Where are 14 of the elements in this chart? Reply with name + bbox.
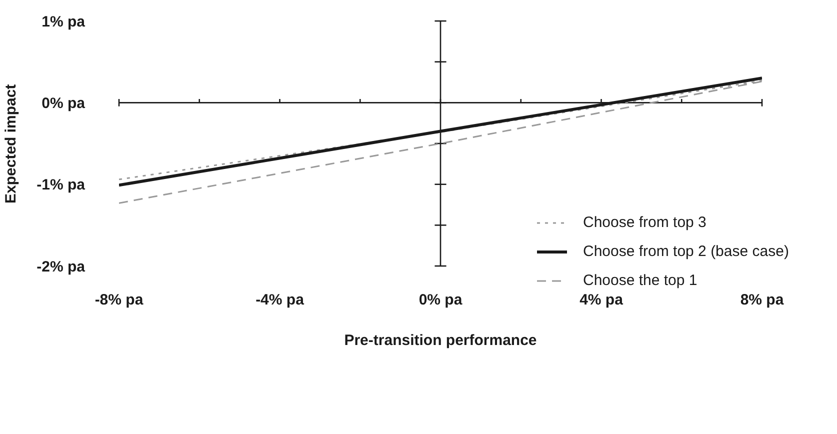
x-tick-label: 0% pa bbox=[418, 292, 463, 309]
legend-label: Choose from top 2 (base case) bbox=[583, 243, 789, 260]
y-tick-label: 1% pa bbox=[42, 13, 86, 30]
x-tick-label: 4% pa bbox=[580, 292, 624, 309]
y-axis-title: Expected impact bbox=[2, 84, 20, 204]
x-tick-label: 8% pa bbox=[740, 292, 784, 309]
x-axis-title: Pre-transition performance bbox=[344, 332, 537, 349]
x-tick-label: -4% pa bbox=[256, 292, 305, 309]
y-tick-label: -2% pa bbox=[36, 258, 86, 276]
legend-label: Choose from top 3 bbox=[583, 214, 706, 231]
y-tick-label: 0% pa bbox=[42, 94, 86, 112]
x-tick-label: -8% pa bbox=[94, 292, 144, 309]
y-tick-label: -1% pa bbox=[36, 176, 86, 194]
legend-label: Choose the top 1 bbox=[583, 272, 698, 289]
